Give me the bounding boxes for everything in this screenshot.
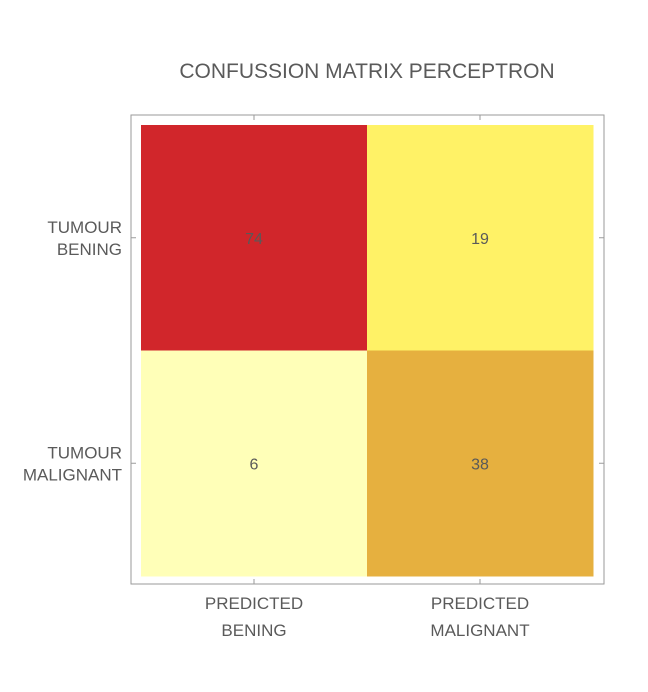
heatmap-cell-r0-c0 (141, 125, 368, 351)
heatmap-cells: 74 19 6 38 (141, 125, 594, 577)
cell-value-label-r0-c0: 74 (245, 231, 263, 248)
cell-value-label-r1-c0: 6 (250, 456, 259, 473)
y-tick-label-line: BENING (57, 240, 122, 259)
x-tick-label-line: BENING (221, 621, 286, 640)
cell-value-label-r0-c1: 19 (471, 231, 489, 248)
x-tick-label-1: PREDICTED MALIGNANT (430, 594, 529, 640)
x-axis-tick-labels: PREDICTED BENING PREDICTED MALIGNANT (205, 594, 530, 640)
y-tick-label-0: TUMOUR BENING (47, 218, 122, 259)
x-tick-label-line: PREDICTED (431, 594, 529, 613)
x-tick-label-0: PREDICTED BENING (205, 594, 303, 640)
heatmap-cell-r1-c0 (141, 350, 368, 577)
plot-frame (130, 114, 605, 585)
y-axis-tick-labels: TUMOUR BENING TUMOUR MALIGNANT (23, 218, 122, 485)
y-tick-label-line: MALIGNANT (23, 465, 122, 484)
axis-ticks (131, 115, 604, 584)
heatmap-cell-r1-c1 (367, 350, 594, 577)
y-tick-label-line: TUMOUR (47, 218, 122, 237)
x-tick-label-line: MALIGNANT (430, 621, 529, 640)
y-tick-label-1: TUMOUR MALIGNANT (23, 443, 122, 484)
x-tick-label-line: PREDICTED (205, 594, 303, 613)
cell-value-label-r1-c1: 38 (471, 456, 489, 473)
heatmap-cell-r0-c1 (367, 125, 594, 351)
chart-title: CONFUSSION MATRIX PERCEPTRON (179, 60, 554, 83)
y-tick-label-line: TUMOUR (47, 443, 122, 462)
